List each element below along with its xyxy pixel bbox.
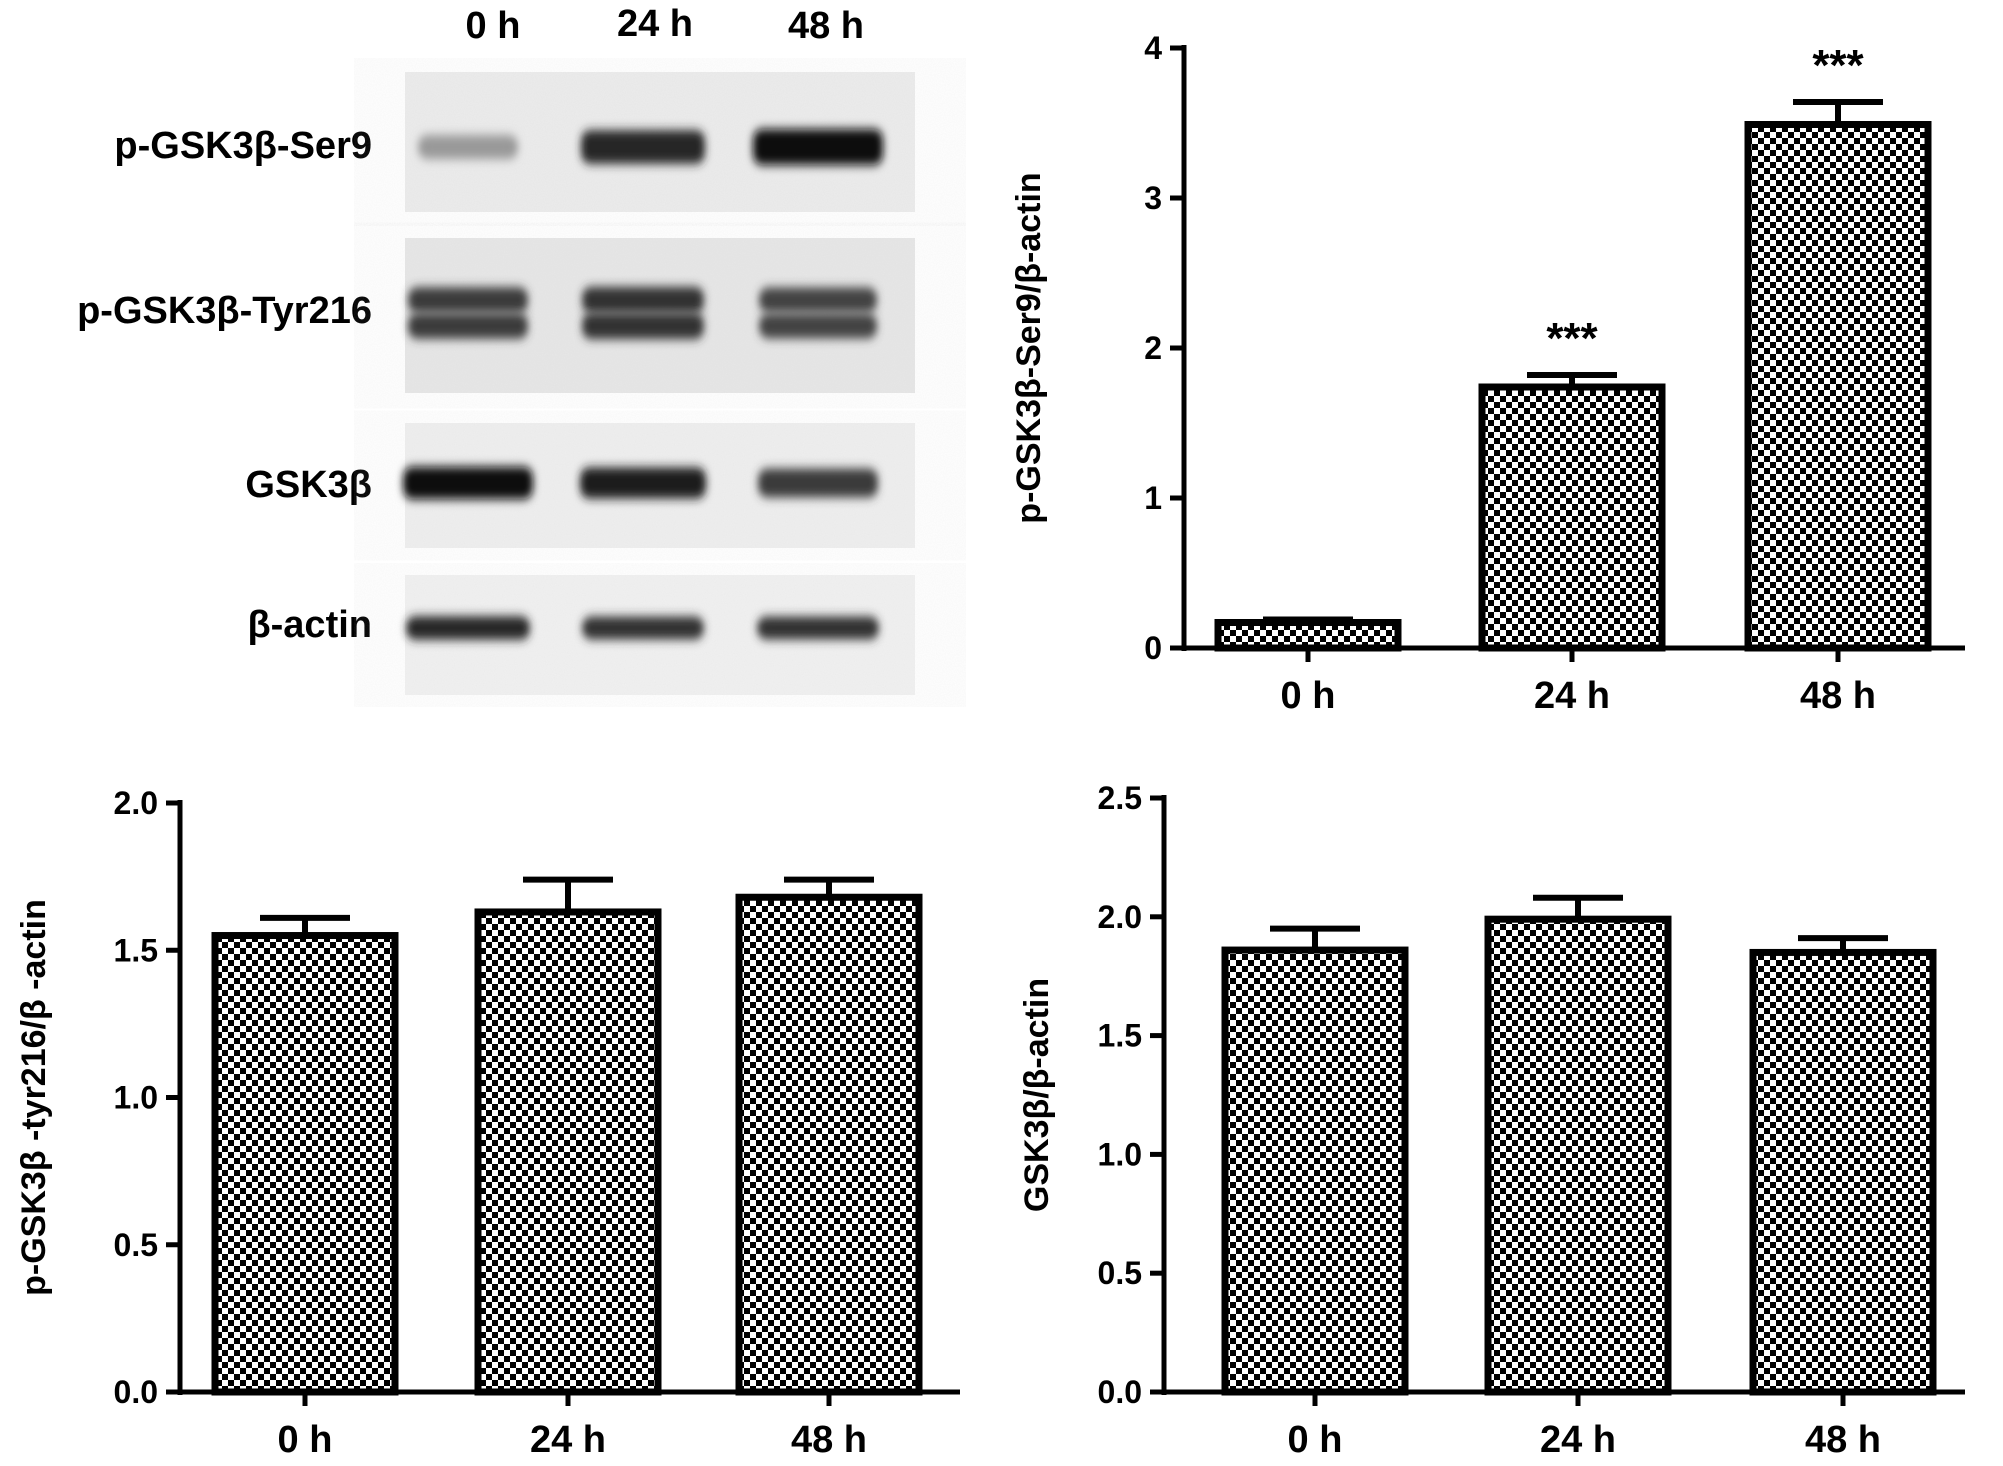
blot-lane-labels: 0 h 24 h 48 h (466, 3, 864, 47)
blot-band (759, 287, 877, 313)
bar (1744, 121, 1932, 652)
blot-row-label: β-actin (247, 604, 372, 646)
y-tick-label: 0 (1144, 630, 1162, 666)
y-axis-label: p-GSK3β-Ser9/β-actin (1010, 172, 1048, 523)
blot-band (406, 616, 530, 640)
y-tick-label: 3 (1144, 180, 1162, 216)
band-group (403, 466, 878, 500)
bar (735, 893, 923, 1396)
lane-label-24h: 24 h (617, 3, 693, 45)
blot-band (418, 135, 518, 159)
blot-band (758, 468, 878, 498)
blot-band (580, 467, 706, 499)
y-tick-label: 2 (1144, 330, 1162, 366)
band-group (408, 286, 877, 314)
bar (1221, 946, 1409, 1396)
band-group (418, 129, 883, 165)
blot-band (403, 466, 533, 500)
y-tick-label: 2.0 (114, 785, 158, 821)
y-tick-label: 1.5 (114, 932, 158, 968)
blot-row-actin: β-actin (247, 575, 915, 695)
bar (1478, 383, 1666, 652)
blot-band (582, 616, 704, 640)
x-tick-label: 0 h (1288, 1419, 1343, 1461)
y-tick-label: 0.5 (1098, 1255, 1142, 1291)
y-tick-label: 0.0 (114, 1374, 158, 1410)
y-tick-label: 1.0 (114, 1080, 158, 1116)
blot-band (582, 286, 704, 314)
bar (474, 908, 662, 1396)
blot-row-label: GSK3β (245, 464, 372, 506)
y-axis-label: p-GSK3β -tyr216/β -actin (15, 899, 53, 1296)
bar (1214, 619, 1402, 652)
x-tick-label: 24 h (530, 1419, 606, 1461)
y-axis-label: GSK3β/β-actin (1018, 978, 1056, 1212)
blot-band (408, 313, 528, 339)
y-tick-label: 1 (1144, 480, 1162, 516)
blot-band (408, 287, 528, 313)
bar-chart-tyr216: 0.0 0.5 1.0 1.5 2.0 0 h 24 h 48 h p-GSK3β -tyr21… (15, 785, 960, 1461)
y-tick-label: 0.0 (1098, 1374, 1142, 1410)
y-tick-label: 2.5 (1098, 780, 1142, 816)
blot-band (759, 313, 877, 339)
bar (1484, 915, 1672, 1396)
x-tick-label: 48 h (1800, 675, 1876, 717)
y-tick-label: 2.0 (1098, 899, 1142, 935)
blot-row-label: p-GSK3β-Ser9 (114, 125, 372, 167)
significance-label: *** (1812, 41, 1864, 90)
x-tick-label: 0 h (1281, 675, 1336, 717)
y-tick-label: 0.5 (114, 1227, 158, 1263)
bar (211, 932, 399, 1396)
x-tick-label: 24 h (1540, 1419, 1616, 1461)
bar-chart-gsk3b: 0.0 0.5 1.0 1.5 2.0 2.5 0 h 24 h 48 h GSK3β/β-act… (1018, 780, 1965, 1461)
lane-label-0h: 0 h (466, 5, 521, 47)
blot-row-gsk3b: GSK3β (245, 423, 915, 548)
significance-label: *** (1546, 314, 1598, 363)
blot-row-tyr216: p-GSK3β-Tyr216 (77, 238, 915, 393)
band-group (408, 312, 877, 340)
band-group (406, 616, 879, 640)
x-tick-label: 48 h (1805, 1419, 1881, 1461)
blot-row-ser9: p-GSK3β-Ser9 (114, 72, 915, 212)
blot-band (753, 129, 883, 165)
y-tick-label: 4 (1144, 30, 1162, 66)
x-tick-label: 48 h (791, 1419, 867, 1461)
x-tick-label: 0 h (278, 1419, 333, 1461)
bar-chart-ser9: *** *** 0 1 2 3 4 0 h 24 h 48 h p-GSK3β-Ser9/β-act… (1010, 30, 1965, 717)
lane-label-48h: 48 h (788, 5, 864, 47)
blot-band (757, 616, 879, 640)
blot-band (582, 312, 704, 340)
bar (1749, 948, 1937, 1396)
western-blot: 0 h 24 h 48 h p-GSK3β-Ser9 p-GSK3β-Tyr21… (77, 3, 915, 695)
x-tick-label: 24 h (1534, 675, 1610, 717)
y-tick-label: 1.5 (1098, 1018, 1142, 1054)
blot-band (581, 130, 705, 164)
y-tick-label: 1.0 (1098, 1136, 1142, 1172)
blot-row-label: p-GSK3β-Tyr216 (77, 290, 372, 332)
